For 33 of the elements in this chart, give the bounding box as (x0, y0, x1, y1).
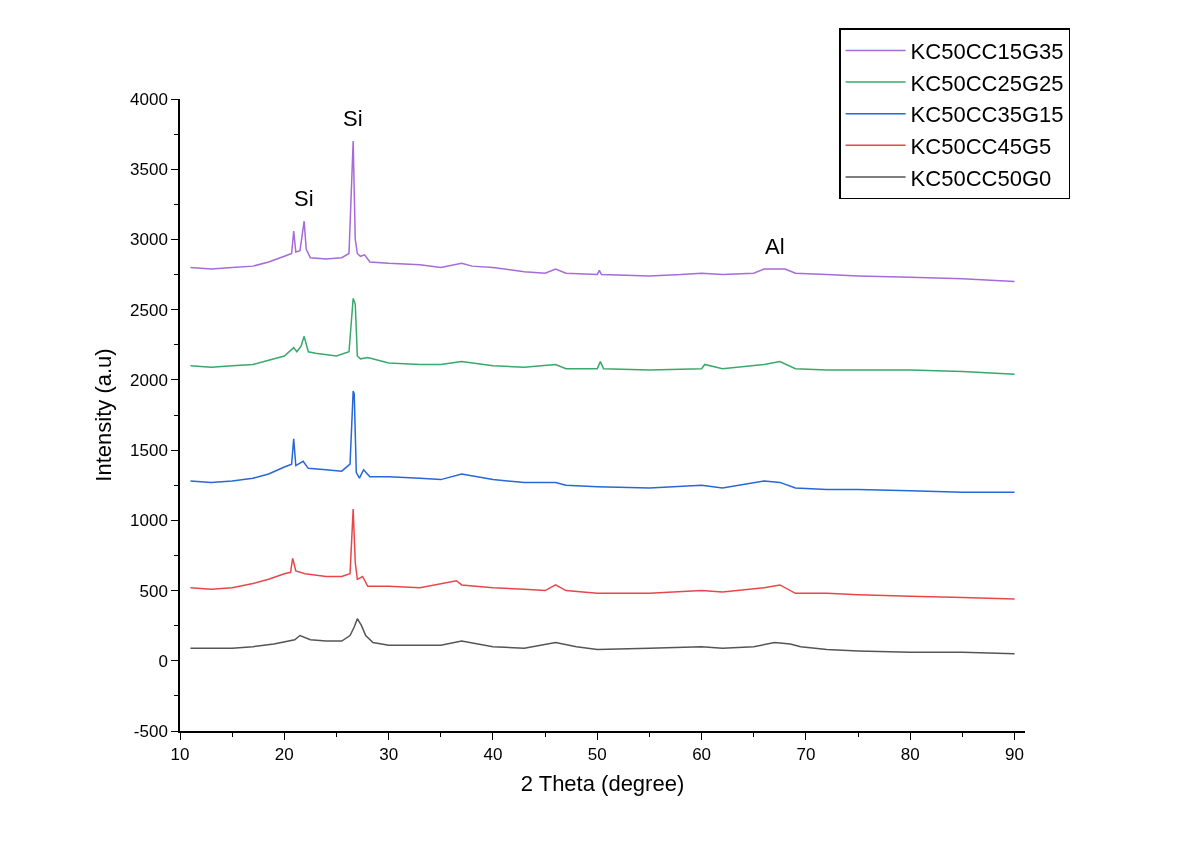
y-tick-label: -500 (133, 721, 168, 741)
legend-label: KC50CC50G0 (910, 165, 1052, 191)
y-tick-label: 1000 (130, 511, 168, 531)
line-series (189, 617, 1016, 655)
y-tick-label: 2500 (130, 300, 168, 320)
x-axis-title: 2 Theta (degree) (520, 770, 685, 796)
line-series (189, 297, 1016, 376)
x-tick-label: 80 (900, 745, 920, 765)
x-tick-label: 70 (796, 745, 816, 765)
y-axis-title: Intensity (a.u) (91, 348, 117, 482)
legend-label: KC50CC25G25 (910, 70, 1064, 96)
y-tick-label: 2000 (130, 370, 168, 390)
y-tick-label: 500 (139, 581, 168, 601)
line-series (189, 508, 1016, 600)
annotation: Si (294, 186, 314, 211)
annotation: Al (765, 234, 785, 259)
y-tick-label: 1500 (130, 441, 168, 461)
legend-label: KC50CC35G15 (910, 102, 1064, 128)
x-tick-label: 60 (692, 745, 712, 765)
x-tick-label: 50 (587, 745, 607, 765)
line-series (189, 390, 1016, 493)
x-tick-label: 10 (170, 745, 190, 765)
x-tick-label: 30 (379, 745, 399, 765)
y-tick-label: 3500 (130, 160, 168, 180)
y-tick-label: 3000 (130, 230, 168, 250)
x-tick-label: 20 (274, 745, 294, 765)
x-tick-label: 40 (483, 745, 503, 765)
annotation: Si (343, 106, 363, 131)
legend-label: KC50CC15G35 (910, 39, 1064, 65)
y-tick-label: 4000 (130, 89, 168, 109)
legend-label: KC50CC45G5 (910, 133, 1052, 159)
x-tick-label: 90 (1005, 745, 1025, 765)
y-tick-label: 0 (158, 651, 168, 671)
